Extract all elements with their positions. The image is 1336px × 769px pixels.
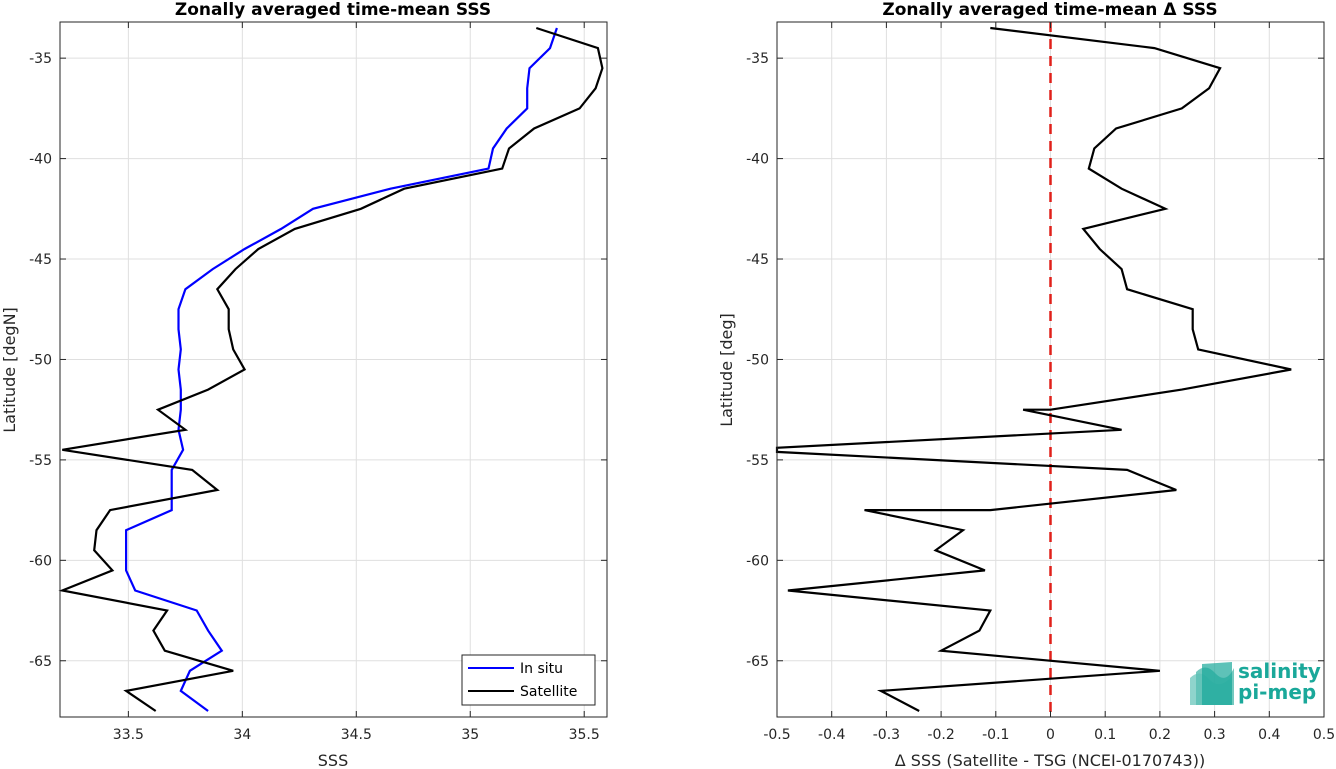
- right-series-line-series-0: [775, 26, 1292, 712]
- left-chart-title: Zonally averaged time-mean SSS: [175, 0, 491, 20]
- left-x-tick-label: 33.5: [113, 727, 144, 743]
- left-chart: 33.5 34 34.5 35 35.5 -35 -40 -45 -50 -55 -60 -65 Zo…: [0, 0, 608, 769]
- right-y-axis-label: Latitude [deg]: [717, 313, 736, 427]
- left-y-tick-label: -35: [29, 51, 52, 67]
- right-x-tick-label: -0.1: [982, 727, 1009, 743]
- right-ticks: -0.5 -0.4 -0.3 -0.2 -0.1 0 0.1 0.2 0.3 0.4 0.5 -35 -…: [746, 22, 1335, 743]
- right-y-tick-label: -55: [746, 453, 769, 469]
- left-y-tick-label: -65: [29, 654, 52, 670]
- left-x-tick-label: 34.5: [341, 727, 372, 743]
- right-x-tick-label: 0.1: [1094, 727, 1116, 743]
- right-y-tick-label: -45: [746, 252, 769, 268]
- left-x-axis-label: SSS: [318, 751, 348, 769]
- left-y-tick-label: -60: [29, 553, 52, 569]
- right-x-tick-label: -0.3: [873, 727, 900, 743]
- right-y-tick-label: -40: [746, 152, 769, 168]
- left-ticks: 33.5 34 34.5 35 35.5 -35 -40 -45 -50 -55 -60 -65: [29, 22, 607, 743]
- left-y-tick-label: -40: [29, 152, 52, 168]
- right-x-tick-label: -0.4: [818, 727, 845, 743]
- left-series-line-satellite: [58, 26, 604, 712]
- right-x-tick-label: 0.3: [1203, 727, 1225, 743]
- left-y-tick-label: -55: [29, 453, 52, 469]
- left-series-group: [58, 26, 604, 712]
- wave-stack-icon: [1190, 662, 1234, 705]
- right-y-tick-label: -50: [746, 352, 769, 368]
- right-x-axis-label: Δ SSS (Satellite - TSG (NCEI-0170743)): [895, 751, 1205, 769]
- left-plot-frame: [59, 21, 608, 718]
- right-series-group: [775, 26, 1292, 712]
- left-x-tick-label: 34: [233, 727, 251, 743]
- right-y-tick-label: -35: [746, 51, 769, 67]
- right-y-tick-label: -65: [746, 654, 769, 670]
- right-x-tick-label: 0.5: [1313, 727, 1335, 743]
- legend-label-in-situ: In situ: [520, 661, 563, 677]
- left-gridlines: [60, 22, 607, 717]
- right-x-tick-label: 0.2: [1149, 727, 1171, 743]
- right-y-tick-label: -60: [746, 553, 769, 569]
- right-x-tick-label: 0.4: [1258, 727, 1280, 743]
- legend-box: [461, 654, 596, 706]
- left-x-tick-label: 35: [461, 727, 479, 743]
- right-x-tick-label: -0.2: [927, 727, 954, 743]
- left-series-line-in-situ: [124, 27, 558, 712]
- left-y-tick-label: -50: [29, 352, 52, 368]
- legend-label-satellite: Satellite: [520, 684, 577, 700]
- left-y-axis-label: Latitude [degN]: [0, 307, 19, 433]
- legend: In situ Satellite: [461, 654, 596, 706]
- right-chart-title: Zonally averaged time-mean Δ SSS: [882, 0, 1217, 20]
- right-x-tick-label: -0.5: [763, 727, 790, 743]
- left-x-tick-label: 35.5: [569, 727, 600, 743]
- logo-line-1: salinity: [1238, 659, 1321, 683]
- right-chart: -0.5 -0.4 -0.3 -0.2 -0.1 0 0.1 0.2 0.3 0.4 0.5 -35 -…: [717, 0, 1335, 769]
- right-x-tick-label: 0: [1046, 727, 1055, 743]
- left-y-tick-label: -45: [29, 252, 52, 268]
- salinity-pi-mep-logo: salinity pi-mep: [1190, 659, 1321, 705]
- logo-line-2: pi-mep: [1238, 680, 1316, 704]
